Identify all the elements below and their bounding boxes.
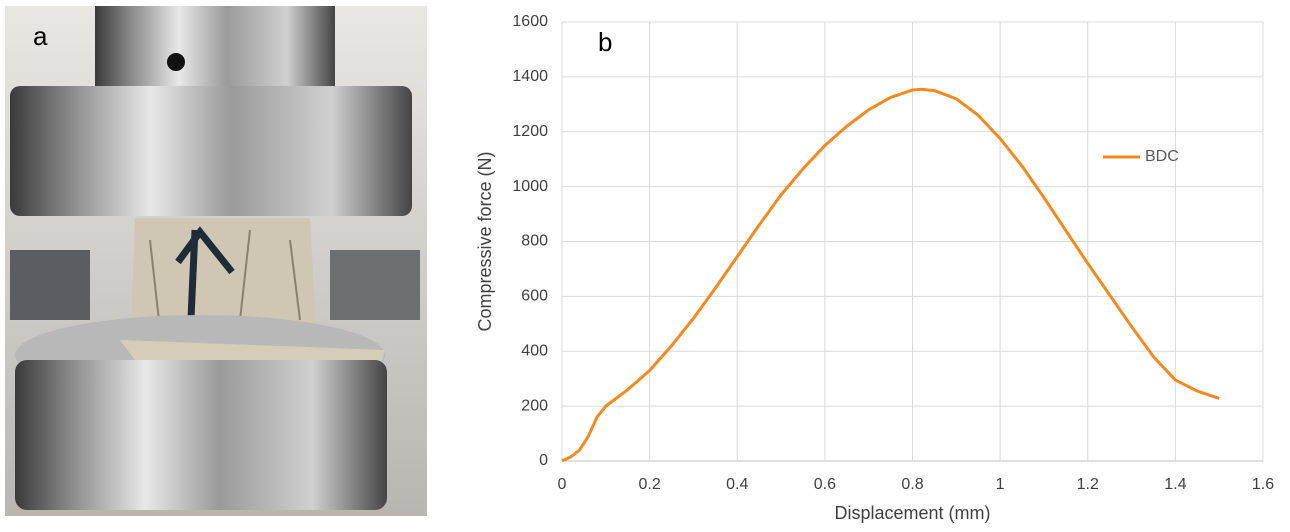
x-tick-label: 0.2 [639,476,661,493]
y-tick-label: 1200 [512,123,548,140]
y-tick-label: 400 [521,342,548,359]
chart: 0 200 400 600 800 1000 1200 1400 1600 0 0.2 0.4 0.6 0… [475,13,1274,523]
data-line [561,87,1220,463]
y-tick-label: 1000 [512,178,548,195]
upper-rod [95,6,335,86]
x-tick-label: 0.8 [901,476,923,493]
y-tick-label: 1400 [512,68,548,85]
y-tick-label: 0 [539,452,548,469]
x-tick-label: 0 [558,476,567,493]
x-tick-label: 1.6 [1252,476,1274,493]
fixture [330,250,420,320]
y-tick-label: 800 [521,233,548,250]
legend-label: BDC [1145,148,1179,165]
upper-platen [10,86,412,216]
panel-label: a [33,21,48,51]
y-axis-title: Compressive force (N) [475,151,495,331]
y-tick-label: 1600 [512,13,548,30]
y-tick-label: 600 [521,288,548,305]
photo: a [5,6,427,516]
x-tick-label: 1.2 [1077,476,1099,493]
bolt [167,53,185,71]
panel-label: b [598,27,612,57]
x-tick-label: 1.4 [1164,476,1186,493]
y-tick-label: 200 [521,397,548,414]
x-tick-label: 0.4 [726,476,748,493]
x-axis-title: Displacement (mm) [834,503,990,523]
x-tick-label: 1 [996,476,1005,493]
lower-platen [15,360,387,510]
fixture [10,250,90,320]
x-tick-label: 0.6 [814,476,836,493]
